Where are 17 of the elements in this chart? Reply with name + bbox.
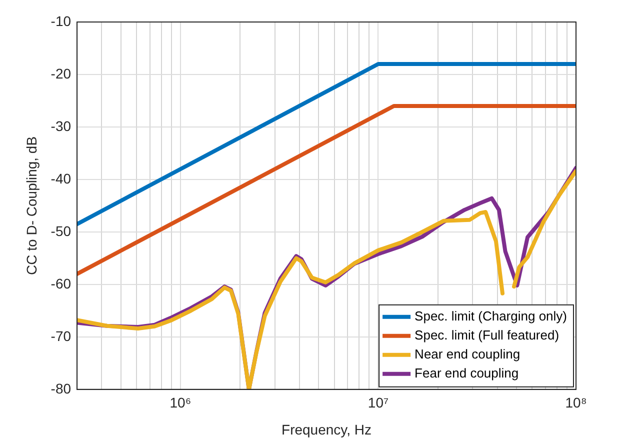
y-tick-label: -60 (50, 275, 72, 292)
x-tick-label: 10⁷ (368, 394, 389, 411)
y-tick-label: -40 (50, 170, 72, 186)
x-tick-label: 10⁸ (565, 394, 587, 411)
y-tick-label: -10 (50, 12, 72, 29)
y-axis-title: CC to D- Coupling, dB (23, 136, 40, 275)
x-axis-title: Frequency, Hz (282, 421, 372, 438)
y-tick-label: -80 (50, 380, 72, 396)
y-tick-label: -20 (50, 65, 72, 82)
legend-label: Fear end coupling (414, 365, 519, 380)
legend-label: Spec. limit (Charging only) (414, 308, 568, 324)
y-tick-label: -70 (50, 328, 72, 344)
y-tick-label: -30 (50, 118, 72, 134)
x-tick-label: 10⁶ (170, 394, 192, 411)
legend-label: Spec. limit (Full featured) (414, 327, 560, 342)
legend-label: Near end coupling (414, 346, 520, 362)
y-tick-label: -50 (50, 222, 72, 239)
